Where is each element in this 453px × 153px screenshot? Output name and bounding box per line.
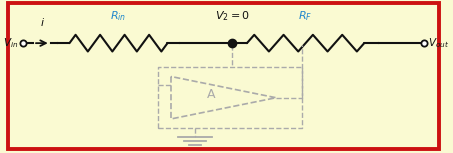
FancyBboxPatch shape — [8, 3, 439, 149]
Text: $V_{out}$: $V_{out}$ — [429, 36, 449, 50]
Text: $R_{in}$: $R_{in}$ — [111, 9, 127, 23]
Text: $V_2 = 0$: $V_2 = 0$ — [215, 9, 250, 23]
Text: A: A — [207, 88, 215, 101]
Text: $V_{in}$: $V_{in}$ — [4, 36, 19, 50]
Text: i: i — [40, 18, 43, 28]
Text: $R_F$: $R_F$ — [299, 9, 313, 23]
